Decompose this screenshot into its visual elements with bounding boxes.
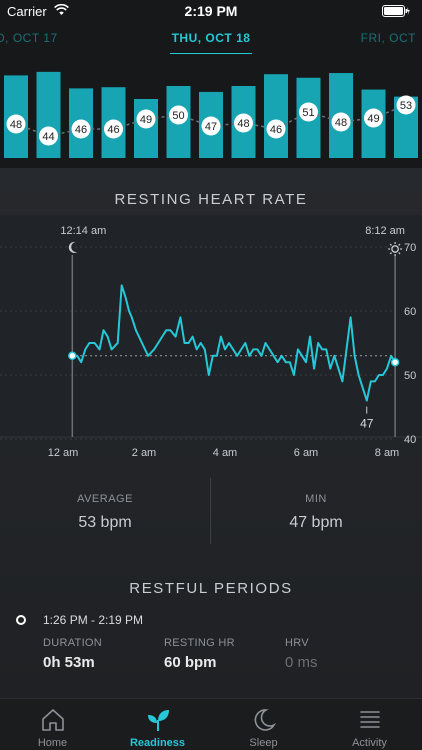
overview-bar-label: 51 (302, 107, 314, 119)
overview-bar-label: 50 (172, 110, 184, 122)
list-icon (360, 711, 380, 728)
tab-activity-label: Activity (352, 737, 387, 749)
overview-bar-badge (104, 119, 123, 139)
resting-hr-chart: 70 60 50 40 12 am 2 am 4 am 6 am 8 am 12:14 am 8:1… (0, 215, 422, 459)
daily-overview-bars[interactable]: 48 44 46 46 49 50 47 48 46 51 48 49 53 (0, 54, 422, 168)
resting-hr-label: RESTING HR (164, 637, 235, 649)
moon-icon (254, 709, 277, 731)
x-tick-label: 6 am (294, 447, 318, 459)
resting-hr-title: RESTING HEART RATE (114, 191, 308, 208)
overview-bar-label: 48 (10, 119, 22, 131)
average-label: AVERAGE (77, 493, 133, 505)
tab-sleep-label: Sleep (249, 737, 278, 749)
start-time-label: 12:14 am (60, 225, 106, 237)
overview-bar-label: 46 (107, 124, 119, 136)
carrier-label: Carrier (7, 4, 47, 19)
clock: 2:19 PM (184, 3, 238, 19)
moon-icon (68, 241, 78, 253)
duration-value: 0h 53m (43, 654, 95, 671)
y-tick-label: 70 (404, 242, 416, 254)
hrv-value: 0 ms (285, 654, 318, 671)
x-tick-label: 12 am (48, 447, 79, 459)
overview-bar-badge (266, 119, 286, 139)
stats-divider (210, 478, 211, 544)
prev-date-tab[interactable]: D, OCT 17 (0, 31, 58, 45)
date-navigator: D, OCT 17 THU, OCT 18 FRI, OCT (0, 22, 422, 60)
overview-bar-label: 49 (140, 114, 152, 126)
overview-bar-label: 46 (270, 124, 282, 136)
chart-background (0, 215, 422, 437)
overview-bar-badge (39, 126, 58, 146)
overview-bar-label: 46 (75, 124, 87, 136)
battery-icon (382, 5, 410, 17)
average-value: 53 bpm (78, 514, 132, 531)
overview-bar-label: 48 (335, 117, 347, 129)
overview-bar-badge (396, 95, 416, 115)
overview-bar-badge (136, 109, 156, 129)
sprout-icon (148, 710, 169, 731)
tab-home[interactable]: Home (0, 699, 105, 750)
overview-bar-badge (6, 114, 26, 134)
y-tick-label: 40 (404, 434, 416, 446)
hrv-metric: HRV 0 ms (285, 637, 318, 671)
average-stat: AVERAGE 53 bpm (15, 493, 195, 532)
home-icon (42, 709, 64, 731)
period-marker-icon (16, 615, 26, 625)
overview-bar-badge (299, 102, 318, 122)
overview-bar-badge (201, 116, 221, 136)
duration-label: DURATION (43, 637, 103, 649)
hr-start-point (68, 351, 77, 361)
status-bar: Carrier 2:19 PM (0, 0, 422, 22)
overview-bar-label: 49 (367, 113, 379, 125)
tab-sleep[interactable]: Sleep (211, 699, 316, 750)
overview-bar-badge (71, 119, 91, 139)
overview-bar-badge (169, 105, 188, 125)
overview-bar-label: 48 (237, 118, 249, 130)
y-tick-label: 60 (404, 306, 416, 318)
wifi-icon (54, 4, 69, 15)
sun-icon (388, 242, 403, 256)
min-label: MIN (305, 493, 327, 505)
x-tick-label: 8 am (375, 447, 399, 459)
current-date-tab[interactable]: THU, OCT 18 (171, 31, 251, 45)
overview-bar-label: 53 (400, 100, 412, 112)
restful-periods-title: RESTFUL PERIODS (129, 580, 293, 597)
overview-bar-badge (364, 108, 383, 128)
resting-hr-metric: RESTING HR 60 bpm (164, 637, 235, 671)
overview-bar-label: 47 (205, 121, 217, 133)
min-stat: MIN 47 bpm (226, 493, 406, 532)
overview-bar-badge (234, 113, 253, 133)
min-value: 47 bpm (289, 514, 343, 531)
end-time-label: 8:12 am (365, 225, 405, 237)
hrv-label: HRV (285, 637, 309, 649)
tab-readiness-label: Readiness (129, 737, 186, 749)
period-time-range: 1:26 PM - 2:19 PM (43, 613, 144, 627)
tab-readiness[interactable]: Readiness (105, 699, 210, 750)
overview-bar-badge (331, 112, 351, 132)
y-tick-label: 50 (404, 370, 416, 382)
duration-metric: DURATION 0h 53m (43, 637, 102, 671)
x-tick-label: 2 am (132, 447, 156, 459)
tab-bar: Home Readiness Sleep Activity (0, 698, 422, 750)
tab-home-label: Home (37, 737, 68, 749)
hr-end-point (390, 357, 400, 367)
next-date-tab[interactable]: FRI, OCT (360, 31, 416, 45)
resting-hr-value: 60 bpm (164, 654, 217, 671)
tab-activity[interactable]: Activity (317, 699, 422, 750)
min-marker-label: 47 (360, 417, 374, 431)
x-tick-label: 4 am (213, 447, 237, 459)
overview-bar (264, 74, 288, 158)
resting-hr-line (72, 284, 396, 402)
overview-bar-label: 44 (42, 131, 54, 143)
